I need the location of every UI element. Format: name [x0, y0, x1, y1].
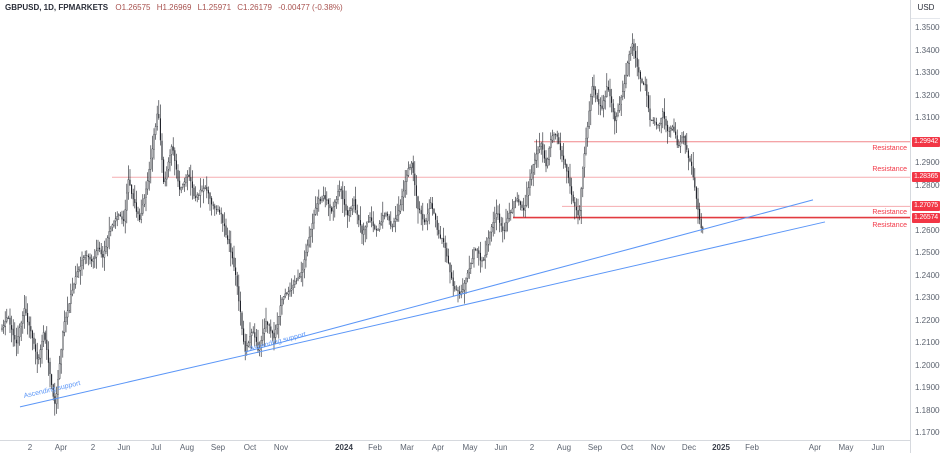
- time-axis-label: Apr: [431, 443, 445, 452]
- time-axis-label: Mar: [400, 443, 414, 452]
- currency-divider: [911, 18, 940, 19]
- price-axis-label: 1.35000: [915, 23, 940, 32]
- price-axis-label: 1.17000: [915, 428, 940, 437]
- ohlc-open: O1.26575: [115, 3, 151, 12]
- price-axis-label: 1.33000: [915, 68, 940, 77]
- currency-label: USD: [917, 3, 935, 12]
- time-scale[interactable]: 2 Apr 2 Jun Jul Aug Sep Oct Nov 2024 Feb Mar Apr May J…: [0, 440, 940, 453]
- price-axis-label: 1.19000: [915, 383, 940, 392]
- time-axis-label: Feb: [745, 443, 759, 452]
- trendlines-layer: [19, 199, 826, 408]
- price-axis-label: 1.23000: [915, 293, 940, 302]
- time-axis-label: Oct: [243, 443, 257, 452]
- price-axis-label: 1.25000: [915, 248, 940, 257]
- price-level-badge: 1.27075: [912, 201, 940, 212]
- axis-corner: [910, 440, 940, 453]
- time-axis-label: Oct: [620, 443, 634, 452]
- time-axis-label: 2: [529, 443, 535, 452]
- time-axis-label: May: [462, 443, 478, 452]
- candles-layer: [1, 33, 704, 416]
- resistance-lines-layer: [112, 141, 910, 219]
- resistance-label: Resistance: [872, 144, 907, 152]
- price-axis-label: 1.26000: [915, 225, 940, 235]
- price-axis-label: 1.24000: [915, 270, 940, 280]
- time-axis-label: 2: [90, 443, 96, 452]
- price-axis-label: 1.29000: [915, 158, 940, 167]
- time-axis-label: Dec: [681, 443, 697, 452]
- time-axis-label: Apr: [54, 443, 68, 452]
- price-axis-label: 1.18000: [915, 405, 940, 415]
- time-axis-label: Jun: [117, 443, 131, 452]
- price-level-badge: 1.29942: [912, 136, 940, 147]
- ohlc-high: H1.26969: [156, 3, 192, 12]
- time-axis-label: Jul: [150, 443, 162, 452]
- time-axis-label: Aug: [179, 443, 195, 452]
- price-axis-label: 1.34000: [915, 45, 940, 55]
- ascending-support-trendline[interactable]: [19, 221, 826, 408]
- time-axis-label: Sep: [587, 443, 603, 452]
- price-axis-label: 1.20000: [915, 360, 940, 370]
- change-value: -0.00477 (-0.38%): [278, 3, 343, 12]
- resistance-label: Resistance: [872, 221, 907, 229]
- time-axis-label: Jun: [494, 443, 508, 452]
- ascending-support-trendline[interactable]: [244, 199, 814, 353]
- time-axis-label: Nov: [273, 443, 289, 452]
- candle-wicks: [1, 33, 704, 416]
- symbol-title[interactable]: GBPUSD, 1D, FPMARKETS: [5, 3, 109, 12]
- price-axis-label: 1.28000: [915, 180, 940, 190]
- time-axis-label: Feb: [368, 443, 382, 452]
- price-axis-label: 1.22000: [915, 315, 940, 325]
- time-axis-year-label: 2024: [335, 443, 353, 452]
- price-axis-label: 1.21000: [915, 338, 940, 347]
- time-axis-label: Apr: [808, 443, 822, 452]
- price-axis-label: 1.31000: [915, 113, 940, 122]
- price-level-badge: 1.28365: [912, 172, 940, 183]
- symbol-header: GBPUSD, 1D, FPMARKETS O1.26575 H1.26969 …: [5, 3, 343, 12]
- up-candle-bodies: [1, 43, 685, 405]
- time-axis-label: May: [838, 443, 854, 452]
- time-axis-label: Nov: [650, 443, 666, 452]
- ohlc-close: C1.26179: [237, 3, 272, 12]
- resistance-label: Resistance: [872, 166, 907, 174]
- time-axis-label: Sep: [210, 443, 226, 452]
- time-axis-year-label: 2025: [712, 443, 730, 452]
- price-level-badge: 1.26574: [912, 212, 940, 223]
- time-axis-label: Aug: [556, 443, 572, 452]
- time-axis-label: 2: [27, 443, 33, 452]
- resistance-label: Resistance: [872, 209, 907, 217]
- time-axis-label: Jun: [871, 443, 885, 452]
- ohlc-low: L1.25971: [197, 3, 232, 12]
- price-scale[interactable]: USD 1.35000 1.34000 1.33000 1.32000 1.31000 1…: [910, 0, 940, 440]
- price-axis-label: 1.32000: [915, 90, 940, 100]
